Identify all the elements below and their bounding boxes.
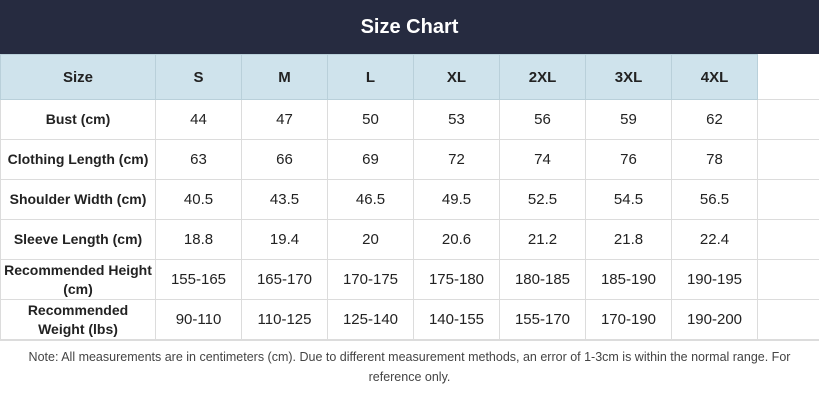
table-body: Size S M L XL 2XL 3XL 4XL Bust (cm) 44 47 50 53 56 59 6…: [0, 54, 819, 340]
cell: 59: [585, 99, 672, 140]
cell: 21.8: [585, 219, 672, 260]
column-header: S: [155, 54, 242, 100]
blank-cell: [757, 99, 819, 140]
cell: 170-175: [327, 259, 414, 300]
column-header: 3XL: [585, 54, 672, 100]
title: Size Chart: [0, 0, 819, 54]
blank-cell: [757, 139, 819, 180]
cell: 165-170: [241, 259, 328, 300]
cell: 54.5: [585, 179, 672, 220]
cell: 40.5: [155, 179, 242, 220]
cell: 62: [671, 99, 758, 140]
row-label: Recommended Height (cm): [0, 259, 156, 300]
row-label: Clothing Length (cm): [0, 139, 156, 180]
cell: 46.5: [327, 179, 414, 220]
cell: 18.8: [155, 219, 242, 260]
cell: 78: [671, 139, 758, 180]
cell: 53: [413, 99, 500, 140]
cell: 155-165: [155, 259, 242, 300]
column-header: L: [327, 54, 414, 100]
cell: 76: [585, 139, 672, 180]
column-header: 4XL: [671, 54, 758, 100]
cell: 190-195: [671, 259, 758, 300]
column-header: 2XL: [499, 54, 586, 100]
cell: 170-190: [585, 299, 672, 340]
table-row: Recommended Weight (lbs) 90-110 110-125 125…: [0, 299, 819, 340]
cell: 47: [241, 99, 328, 140]
row-label: Bust (cm): [0, 99, 156, 140]
column-header: Size: [0, 54, 156, 100]
cell: 69: [327, 139, 414, 180]
cell: 50: [327, 99, 414, 140]
cell: 20.6: [413, 219, 500, 260]
cell: 125-140: [327, 299, 414, 340]
cell: 20: [327, 219, 414, 260]
cell: 175-180: [413, 259, 500, 300]
cell: 19.4: [241, 219, 328, 260]
table-row: Clothing Length (cm) 63 66 69 72 74 76 78: [0, 139, 819, 180]
cell: 90-110: [155, 299, 242, 340]
table-row: Recommended Height (cm) 155-165 165-170 170…: [0, 259, 819, 300]
row-label: Sleeve Length (cm): [0, 219, 156, 260]
cell: 155-170: [499, 299, 586, 340]
blank-cell: [757, 259, 819, 300]
blank-cell: [757, 299, 819, 340]
blank-cell: [757, 179, 819, 220]
cell: 180-185: [499, 259, 586, 300]
table-row: Bust (cm) 44 47 50 53 56 59 62: [0, 99, 819, 140]
header-row: Size S M L XL 2XL 3XL 4XL: [0, 54, 819, 100]
table-row: Shoulder Width (cm) 40.5 43.5 46.5 49.5 52.5 5…: [0, 179, 819, 220]
cell: 49.5: [413, 179, 500, 220]
cell: 44: [155, 99, 242, 140]
cell: 110-125: [241, 299, 328, 340]
cell: 190-200: [671, 299, 758, 340]
cell: 56: [499, 99, 586, 140]
column-header: XL: [413, 54, 500, 100]
cell: 43.5: [241, 179, 328, 220]
cell: 63: [155, 139, 242, 180]
size-table: Size S M L XL 2XL 3XL 4XL Bust (cm) 44 47 50 53 56 59 6…: [0, 54, 819, 340]
cell: 140-155: [413, 299, 500, 340]
row-label: Recommended Weight (lbs): [0, 299, 156, 340]
cell: 185-190: [585, 259, 672, 300]
cell: 21.2: [499, 219, 586, 260]
cell: 56.5: [671, 179, 758, 220]
note: Note: All measurements are in centimeter…: [0, 340, 819, 393]
column-header: M: [241, 54, 328, 100]
cell: 22.4: [671, 219, 758, 260]
row-label: Shoulder Width (cm): [0, 179, 156, 220]
cell: 52.5: [499, 179, 586, 220]
blank-cell: [757, 219, 819, 260]
blank-cell: [757, 54, 819, 100]
cell: 66: [241, 139, 328, 180]
cell: 74: [499, 139, 586, 180]
cell: 72: [413, 139, 500, 180]
table-row: Sleeve Length (cm) 18.8 19.4 20 20.6 21.2 21.8…: [0, 219, 819, 260]
